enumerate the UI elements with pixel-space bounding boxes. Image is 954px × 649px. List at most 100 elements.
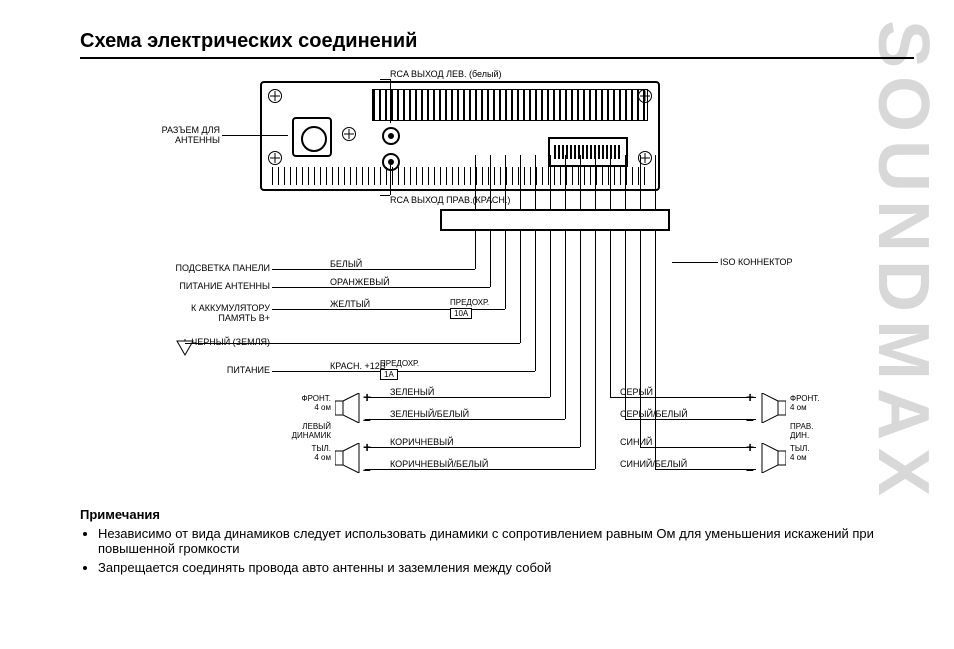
- leader-line: [272, 371, 320, 372]
- bus-wire: [655, 231, 656, 469]
- polarity-plus: +: [746, 389, 754, 405]
- leader-line: [272, 309, 320, 310]
- bus-wire: [565, 231, 566, 419]
- speaker-wire: [610, 397, 756, 398]
- ground-icon: [175, 339, 195, 357]
- leader-line: [672, 262, 718, 263]
- page-title: Схема электрических соединений: [80, 30, 914, 59]
- fuse-value: 1А: [380, 369, 398, 380]
- speaker-label: ТЫЛ. 4 ом: [790, 445, 809, 463]
- iso-port: [548, 137, 628, 167]
- polarity-minus: –: [363, 461, 371, 477]
- leader-line: [380, 195, 390, 196]
- wire-function-label: ПИТАНИЕ: [140, 365, 270, 375]
- wire-function-label: К АККУМУЛЯТОРУ ПАМЯТЬ В+: [140, 303, 270, 323]
- rca-right-port: [382, 153, 400, 171]
- polarity-minus: –: [363, 411, 371, 427]
- bus-wire: [475, 155, 476, 209]
- bus-wire: [625, 155, 626, 209]
- head-unit: [260, 81, 660, 191]
- bus-wire: [490, 231, 491, 287]
- speaker-label: ТЫЛ. 4 ом: [289, 445, 331, 463]
- bus-wire: [565, 155, 566, 209]
- screw-icon: [268, 151, 282, 165]
- ground-wire: [185, 343, 320, 344]
- speaker-wire: [365, 419, 565, 420]
- wiring-diagram: РАЗЪЕМ ДЛЯ АНТЕННЫ RCA ВЫХОД ЛЕВ. (белый…: [80, 69, 860, 499]
- polarity-plus: +: [363, 439, 371, 455]
- leader-line: [272, 269, 320, 270]
- wire-color-label: ЖЕЛТЫЙ: [330, 299, 370, 309]
- speaker-icon: [335, 393, 361, 423]
- speaker-wire: [365, 469, 595, 470]
- speaker-wire: [365, 397, 550, 398]
- bus-wire: [520, 231, 521, 343]
- bus-wire: [505, 231, 506, 309]
- wire-function-label: ЧЕРНЫЙ (ЗЕМЛЯ): [140, 337, 270, 347]
- polarity-minus: –: [746, 411, 754, 427]
- iso-junction-box: [440, 209, 670, 231]
- iso-connector-label: ISO КОННЕКТОР: [720, 257, 793, 267]
- speaker-wire: [655, 469, 756, 470]
- fuse-value: 10А: [450, 308, 472, 319]
- wire-color-label: СИНИЙ: [620, 437, 652, 447]
- bus-wire: [505, 155, 506, 209]
- leader-line: [272, 287, 320, 288]
- bus-wire: [535, 231, 536, 371]
- bus-wire: [610, 231, 611, 397]
- speaker-group-label: ПРАВ. ДИН.: [790, 423, 813, 441]
- bus-wire: [535, 155, 536, 209]
- wire-color-label: СИНИЙ/БЕЛЫЙ: [620, 459, 687, 469]
- screw-icon: [638, 89, 652, 103]
- signal-wire: [320, 343, 520, 344]
- antenna-jack-label: РАЗЪЕМ ДЛЯ АНТЕННЫ: [110, 125, 220, 145]
- wire-function-label: ПИТАНИЕ АНТЕННЫ: [140, 281, 270, 291]
- signal-wire: [320, 269, 475, 270]
- rca-right-label: RCA ВЫХОД ПРАВ.(КРАСН.): [390, 195, 510, 205]
- screw-icon: [342, 127, 356, 141]
- leader-line: [380, 79, 390, 80]
- bus-wire: [640, 155, 641, 209]
- polarity-plus: +: [746, 439, 754, 455]
- speaker-label: ФРОНТ. 4 ом: [289, 395, 331, 413]
- bus-wire: [595, 231, 596, 469]
- speaker-icon: [335, 443, 361, 473]
- bus-wire: [595, 155, 596, 209]
- speaker-wire: [640, 447, 756, 448]
- speaker-icon: [760, 393, 786, 423]
- bus-wire: [490, 155, 491, 209]
- speaker-icon: [760, 443, 786, 473]
- bus-wire: [580, 231, 581, 447]
- bus-wire: [655, 155, 656, 209]
- rca-left-port: [382, 127, 400, 145]
- wire-color-label: КОРИЧНЕВЫЙ/БЕЛЫЙ: [390, 459, 488, 469]
- fuse-label: ПРЕДОХР.: [380, 359, 419, 368]
- speaker-label: ФРОНТ. 4 ом: [790, 395, 819, 413]
- notes-section: Примечания Независимо от вида динамиков …: [80, 507, 914, 575]
- note-item: Запрещается соединять провода авто антен…: [98, 560, 914, 575]
- polarity-plus: +: [363, 389, 371, 405]
- polarity-minus: –: [746, 461, 754, 477]
- wire-color-label: КРАСН. +12В: [330, 361, 386, 371]
- leader-line: [222, 135, 288, 136]
- wire-color-label: СЕРЫЙ: [620, 387, 653, 397]
- speaker-group-label: ЛЕВЫЙ ДИНАМИК: [279, 423, 331, 441]
- antenna-port: [292, 117, 332, 157]
- heatsink-grille: [372, 89, 648, 121]
- bus-wire: [520, 155, 521, 209]
- wire-function-label: ПОДСВЕТКА ПАНЕЛИ: [140, 263, 270, 273]
- wire-color-label: БЕЛЫЙ: [330, 259, 362, 269]
- rca-left-label: RCA ВЫХОД ЛЕВ. (белый): [390, 69, 502, 79]
- bus-wire: [475, 231, 476, 269]
- wire-color-label: СЕРЫЙ/БЕЛЫЙ: [620, 409, 688, 419]
- signal-wire: [320, 309, 505, 310]
- wire-color-label: ОРАНЖЕВЫЙ: [330, 277, 390, 287]
- bus-wire: [550, 155, 551, 209]
- note-item: Независимо от вида динамиков следует исп…: [98, 526, 914, 556]
- bus-wire: [580, 155, 581, 209]
- heatsink-bottom: [272, 167, 648, 185]
- leader-line: [390, 79, 391, 123]
- wire-color-label: ЗЕЛЕНЫЙ: [390, 387, 434, 397]
- leader-line: [390, 159, 391, 195]
- screw-icon: [268, 89, 282, 103]
